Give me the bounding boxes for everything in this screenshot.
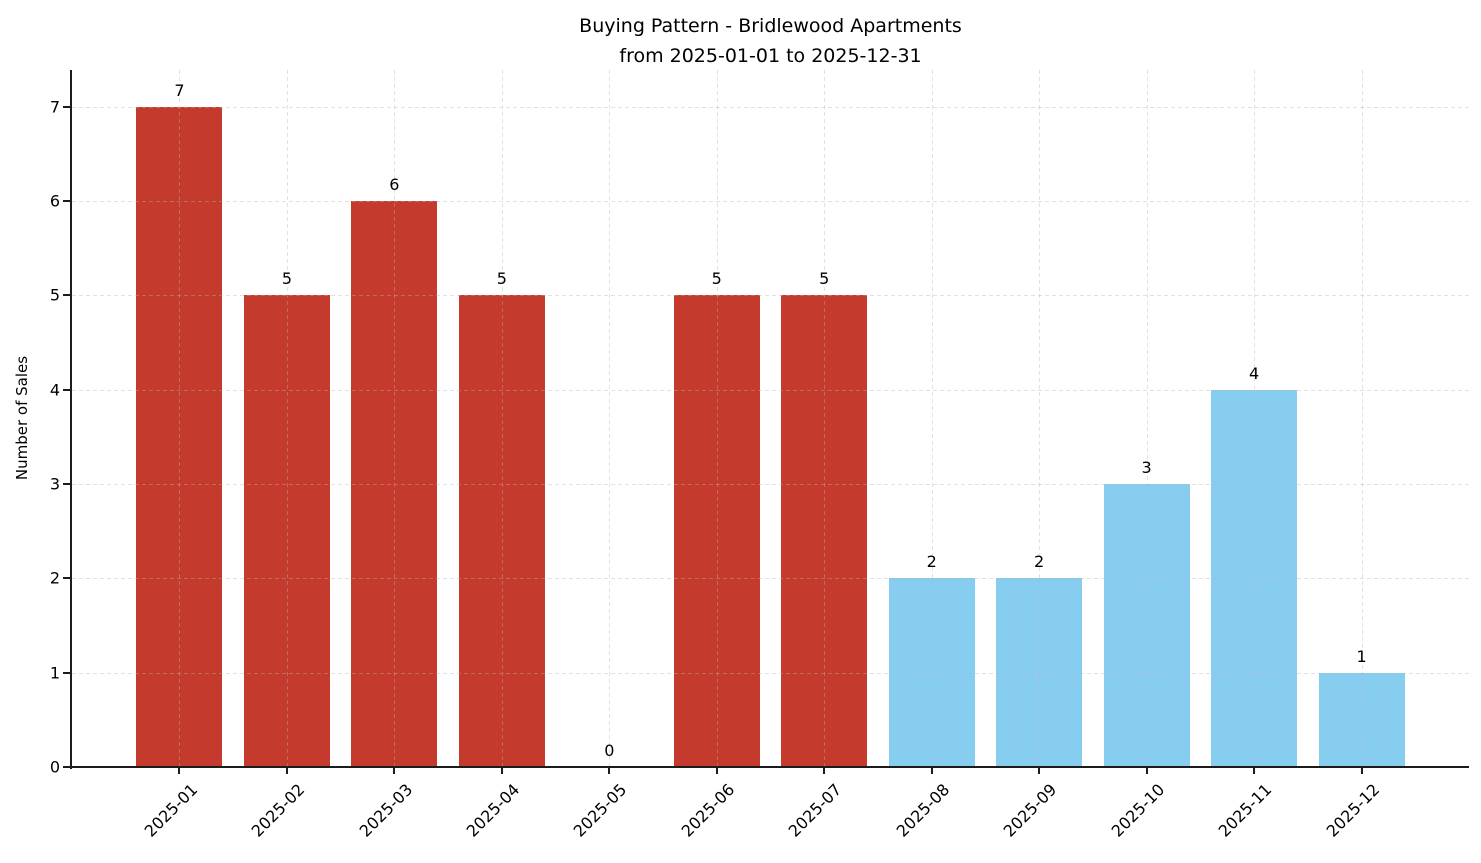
gridline-vertical	[717, 70, 718, 767]
gridline-horizontal	[72, 107, 1469, 108]
chart-title: Buying Pattern - Bridlewood Apartments f…	[72, 11, 1469, 71]
gridline-horizontal	[72, 484, 1469, 485]
x-tick-label: 2025-08	[892, 780, 954, 841]
gridline-vertical	[1039, 70, 1040, 767]
x-tick-mark	[1145, 767, 1148, 774]
bar-2025-10	[1103, 484, 1190, 767]
y-tick-label: 1	[49, 663, 60, 683]
bar-value-label: 5	[281, 269, 293, 289]
x-tick-label: 2025-04	[462, 780, 524, 841]
bar-value-label: 2	[1034, 552, 1045, 572]
gridline-horizontal	[72, 578, 1469, 579]
bar-2025-01	[136, 106, 223, 767]
gridline-vertical	[1147, 70, 1148, 767]
gridline-horizontal	[72, 295, 1469, 296]
x-tick-label: 2025-03	[355, 780, 416, 841]
bar-value-label: 0	[604, 741, 615, 760]
gridline-vertical	[394, 70, 395, 767]
gridline-horizontal	[72, 673, 1469, 674]
bar-value-label: 5	[711, 269, 722, 289]
x-tick-mark	[608, 767, 611, 774]
gridline-vertical	[502, 70, 503, 767]
gridline-vertical	[1362, 70, 1363, 767]
chart-title-line1: Buying Pattern - Bridlewood Apartments	[579, 15, 962, 37]
x-axis-spine	[70, 766, 1469, 768]
gridline-vertical	[287, 70, 288, 767]
x-tick-mark	[393, 767, 396, 774]
y-tick-label: 6	[49, 191, 60, 211]
bar-value-label: 7	[174, 80, 185, 100]
x-tick-label: 2025-12	[1322, 780, 1383, 841]
x-tick-label: 2025-06	[677, 780, 739, 841]
bar-value-label: 5	[496, 269, 507, 289]
y-tick-label: 0	[49, 757, 60, 777]
x-tick-mark	[1038, 767, 1041, 774]
gridline-horizontal	[72, 201, 1469, 202]
bar-value-label: 4	[1248, 363, 1260, 383]
bar-2025-08	[888, 578, 975, 767]
x-tick-mark	[930, 767, 933, 774]
bar-2025-06	[673, 295, 760, 767]
x-tick-mark	[178, 767, 181, 774]
x-tick-label: 2025-05	[570, 780, 631, 841]
gridline-vertical	[179, 70, 180, 767]
gridline-vertical	[609, 70, 610, 767]
x-tick-label: 2025-11	[1214, 780, 1276, 841]
y-tick-mark	[63, 483, 70, 486]
gridline-vertical	[824, 70, 825, 767]
bar-2025-12	[1318, 672, 1405, 767]
x-tick-label: 2025-07	[784, 780, 846, 841]
y-axis-label: Number of Sales	[13, 355, 31, 481]
y-tick-mark	[63, 294, 70, 297]
y-tick-mark	[63, 577, 70, 580]
x-tick-mark	[715, 767, 718, 774]
x-tick-label: 2025-01	[140, 780, 201, 841]
bar-value-label: 5	[819, 269, 830, 289]
gridline-vertical	[932, 70, 933, 767]
y-tick-mark	[63, 766, 70, 768]
bar-2025-03	[351, 201, 438, 767]
bar-value-label: 2	[926, 552, 937, 572]
y-tick-mark	[63, 105, 70, 108]
x-tick-mark	[1360, 767, 1363, 774]
gridline-vertical	[1254, 70, 1255, 767]
chart-title-line2: from 2025-01-01 to 2025-12-31	[619, 45, 922, 67]
x-tick-mark	[1253, 767, 1256, 774]
y-tick-label: 3	[49, 474, 60, 494]
gridline-horizontal	[72, 390, 1469, 391]
y-tick-mark	[63, 200, 70, 203]
y-tick-label: 4	[49, 380, 60, 400]
x-tick-mark	[285, 767, 288, 774]
bar-value-label: 1	[1356, 646, 1367, 666]
x-tick-label: 2025-10	[1107, 780, 1169, 841]
x-tick-mark	[500, 767, 503, 774]
bar-2025-04	[458, 295, 545, 767]
x-tick-label: 2025-02	[247, 780, 309, 841]
x-tick-mark	[823, 767, 826, 774]
y-tick-mark	[63, 671, 70, 674]
x-tick-label: 2025-09	[999, 780, 1061, 841]
bar-2025-11	[1211, 389, 1298, 767]
bar-2025-09	[996, 578, 1083, 767]
y-tick-label: 7	[49, 97, 60, 117]
plot-area: 0 1 2 3 4 5 6 7 2025-01 2025-02 2025-03 2025-04 2025…	[50, 70, 1469, 841]
y-tick-label: 2	[49, 568, 60, 588]
y-axis-spine	[70, 70, 72, 769]
y-tick-label: 5	[49, 285, 60, 305]
bar-value-label: 6	[389, 175, 400, 195]
bar-value-label: 3	[1141, 458, 1152, 478]
y-tick-mark	[63, 388, 70, 391]
bar-2025-02	[243, 295, 330, 767]
bar-2025-07	[781, 295, 868, 767]
